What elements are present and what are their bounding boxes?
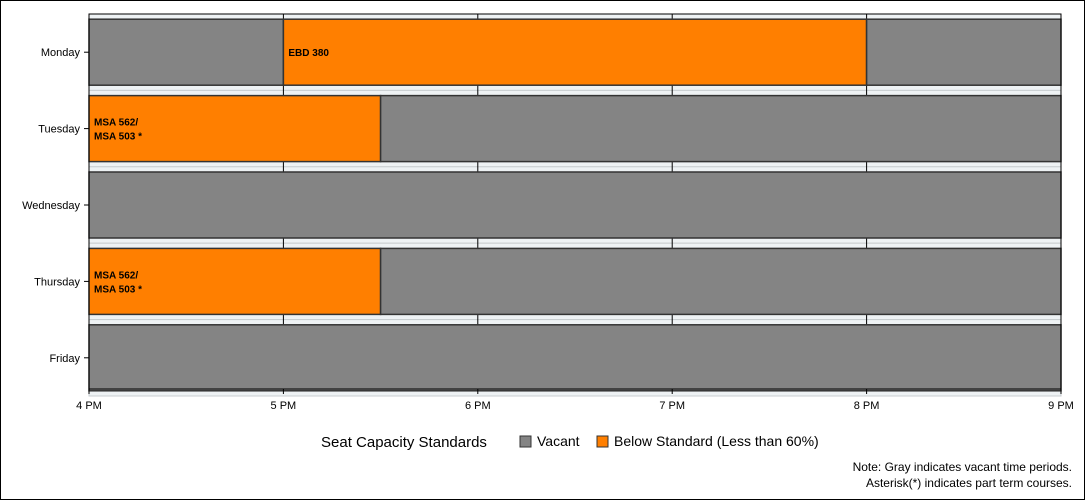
legend-label-below: Below Standard (Less than 60%) xyxy=(614,433,819,449)
bar-label: MSA 562/ xyxy=(94,270,138,281)
legend-label-vacant: Vacant xyxy=(537,433,580,449)
note-line: Asterisk(*) indicates part term courses. xyxy=(866,476,1072,490)
legend-swatch-below xyxy=(596,435,609,448)
x-tick-label: 9 PM xyxy=(1048,400,1074,412)
bar-label: MSA 503 * xyxy=(94,132,142,143)
bar-label: MSA 562/ xyxy=(94,118,138,129)
x-tick-label: 8 PM xyxy=(854,400,880,412)
y-tick-label: Wednesday xyxy=(22,200,80,212)
note-line: Note: Gray indicates vacant time periods… xyxy=(853,460,1072,474)
notes: Note: Gray indicates vacant time periods… xyxy=(853,460,1072,490)
x-tick-label: 4 PM xyxy=(76,400,102,412)
x-tick-label: 7 PM xyxy=(659,400,685,412)
below-standard-bar xyxy=(88,247,382,316)
vacant-bar xyxy=(379,94,1062,163)
below-standard-bar xyxy=(88,94,382,163)
y-tick-label: Thursday xyxy=(34,276,80,288)
bar-label: MSA 503 * xyxy=(94,284,142,295)
bar-label: EBD 380 xyxy=(288,48,329,59)
legend-swatch-vacant xyxy=(519,435,532,448)
y-tick-label: Monday xyxy=(41,47,81,59)
axes: Monday Tuesday Wednesday Thursday Friday 4 PM… xyxy=(22,13,1074,412)
vacant-bar xyxy=(88,18,285,86)
bars: EBD 380 MSA 562/MSA 503 * MSA 562/MSA 503 … xyxy=(88,18,1062,392)
plot-border xyxy=(88,13,1062,390)
x-tick-label: 5 PM xyxy=(271,400,297,412)
y-tick-label: Tuesday xyxy=(38,124,80,136)
y-tick-label: Friday xyxy=(49,353,80,365)
vacant-bar xyxy=(379,247,1062,316)
vacant-bar xyxy=(865,18,1062,86)
x-tick-label: 6 PM xyxy=(465,400,491,412)
legend: Seat Capacity Standards Vacant Below Stand… xyxy=(321,433,819,451)
vacant-bar xyxy=(88,171,1062,239)
legend-title: Seat Capacity Standards xyxy=(321,434,487,451)
below-standard-bar xyxy=(282,18,868,86)
vacant-bar xyxy=(88,324,1062,392)
